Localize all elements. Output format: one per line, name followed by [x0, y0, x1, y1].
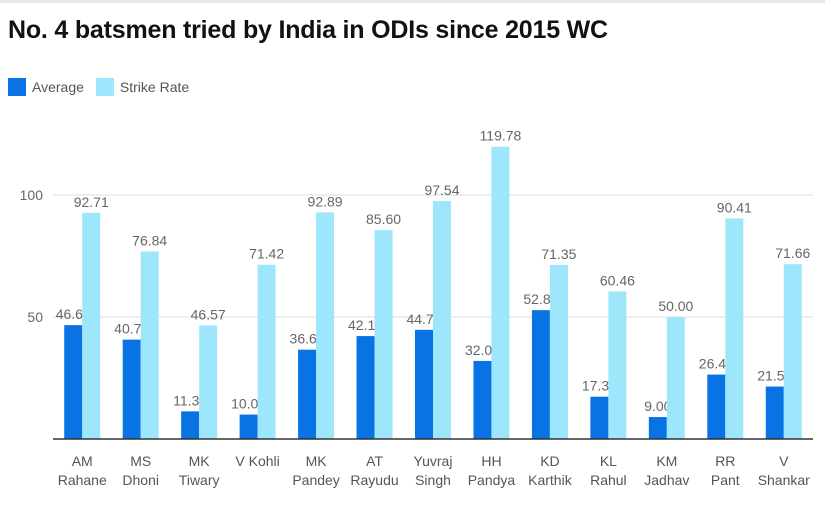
- bar-strike-rate: [783, 264, 802, 439]
- data-label-strike-rate: 71.35: [541, 246, 576, 262]
- bar-average: [648, 417, 667, 439]
- data-label-average: 40.72: [114, 321, 149, 337]
- x-tick-label: AT: [366, 453, 383, 469]
- legend-label-strike-rate: Strike Rate: [119, 79, 190, 95]
- x-tick-label: Tiwary: [179, 472, 220, 488]
- bar-average: [531, 310, 550, 439]
- data-label-strike-rate: 46.57: [191, 306, 226, 322]
- data-label-strike-rate: 50.00: [658, 298, 693, 314]
- x-tick-label: MK: [306, 453, 328, 469]
- x-tick-label: Jadhav: [644, 472, 689, 488]
- bar-average: [415, 329, 433, 439]
- legend-item-strike-rate: Strike Rate: [95, 78, 190, 96]
- x-tick-label: Shankar: [758, 472, 810, 488]
- chart-title: No. 4 batsmen tried by India in ODIs sin…: [8, 16, 608, 44]
- x-tick-label: HH: [481, 453, 501, 469]
- x-tick-label: MK: [189, 453, 211, 469]
- x-tick-label: Rahul: [590, 472, 627, 488]
- x-tick-label: Yuvraj: [414, 453, 453, 469]
- data-label-average: 21.50: [757, 368, 792, 384]
- data-label-average: 10.00: [231, 396, 266, 412]
- bar-strike-rate: [666, 317, 685, 439]
- legend-label-average: Average: [32, 79, 84, 95]
- bar-average: [590, 396, 609, 439]
- x-tick-label: Dhoni: [122, 472, 159, 488]
- bar-average: [239, 414, 258, 439]
- data-label-strike-rate: 92.71: [74, 194, 109, 210]
- data-label-average: 17.33: [582, 378, 617, 394]
- bar-strike-rate: [549, 264, 568, 439]
- data-label-average: 46.66: [56, 306, 91, 322]
- y-tick-label-50: 50: [27, 309, 43, 325]
- x-tick-label: MS: [130, 453, 151, 469]
- bar-strike-rate: [725, 218, 744, 439]
- top-divider: [0, 0, 825, 3]
- x-tick-label: Pant: [711, 472, 740, 488]
- x-tick-label: Rayudu: [350, 472, 398, 488]
- x-tick-label: Pandya: [468, 472, 516, 488]
- x-tick-label: Singh: [415, 472, 451, 488]
- x-tick-label: Rahane: [58, 472, 107, 488]
- bar-average: [181, 411, 200, 439]
- bar-average: [356, 336, 375, 439]
- bar-average: [473, 360, 492, 439]
- data-label-average: 32.00: [465, 342, 500, 358]
- data-label-average: 36.60: [290, 331, 325, 347]
- data-label-strike-rate: 97.54: [424, 182, 459, 198]
- bar-average: [64, 325, 83, 439]
- x-tick-label: V Kohli: [235, 453, 279, 469]
- bar-strike-rate: [257, 264, 276, 439]
- data-label-strike-rate: 90.41: [717, 199, 752, 215]
- bar-strike-rate: [199, 325, 218, 439]
- data-label-average: 9.00: [644, 398, 671, 414]
- x-tick-label: Pandey: [292, 472, 339, 488]
- bar-strike-rate: [608, 291, 627, 439]
- data-label-strike-rate: 85.60: [366, 211, 401, 227]
- chart-legend: Average Strike Rate: [8, 78, 201, 96]
- bar-strike-rate: [374, 230, 393, 439]
- data-label-strike-rate: 60.46: [600, 272, 635, 288]
- data-label-strike-rate: 71.42: [249, 246, 284, 262]
- data-label-average: 44.75: [406, 311, 441, 327]
- x-tick-label: V: [779, 453, 789, 469]
- bar-average: [765, 386, 784, 439]
- bar-strike-rate: [82, 212, 101, 439]
- x-tick-label: KL: [600, 453, 617, 469]
- x-tick-label: KM: [656, 453, 677, 469]
- legend-item-average: Average: [8, 78, 84, 96]
- data-label-average: 42.18: [348, 317, 383, 333]
- legend-swatch-average: [8, 78, 26, 96]
- bar-strike-rate: [316, 212, 335, 439]
- bar-average: [298, 349, 317, 439]
- y-tick-label-100: 100: [20, 187, 44, 203]
- data-label-strike-rate: 76.84: [132, 233, 167, 249]
- data-label-average: 26.40: [699, 356, 734, 372]
- bar-strike-rate: [491, 146, 510, 439]
- x-tick-label: RR: [715, 453, 735, 469]
- legend-swatch-strike-rate: [95, 78, 114, 96]
- bar-average: [122, 339, 141, 439]
- bar-average: [707, 374, 726, 439]
- data-label-strike-rate: 119.78: [480, 128, 522, 144]
- x-tick-label: Karthik: [528, 472, 573, 488]
- data-label-strike-rate: 71.66: [775, 245, 810, 261]
- data-label-average: 11.33: [173, 392, 207, 408]
- data-label-average: 52.80: [523, 291, 558, 307]
- bar-strike-rate: [433, 201, 451, 439]
- bar-strike-rate: [140, 251, 159, 439]
- x-tick-label: AM: [72, 453, 93, 469]
- data-label-strike-rate: 92.89: [308, 193, 343, 209]
- x-tick-label: KD: [540, 453, 559, 469]
